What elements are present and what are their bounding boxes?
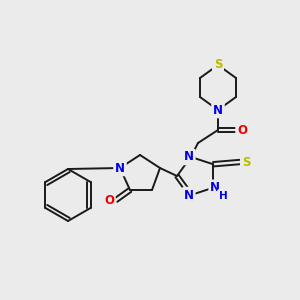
Text: N: N [184, 151, 194, 164]
Text: N: N [213, 103, 223, 116]
Text: O: O [104, 194, 114, 206]
Text: O: O [237, 124, 247, 136]
Text: H: H [219, 191, 228, 201]
Text: N: N [210, 181, 220, 194]
Text: S: S [214, 58, 222, 71]
Text: N: N [115, 161, 125, 175]
Text: N: N [184, 188, 194, 202]
Text: S: S [242, 155, 250, 169]
